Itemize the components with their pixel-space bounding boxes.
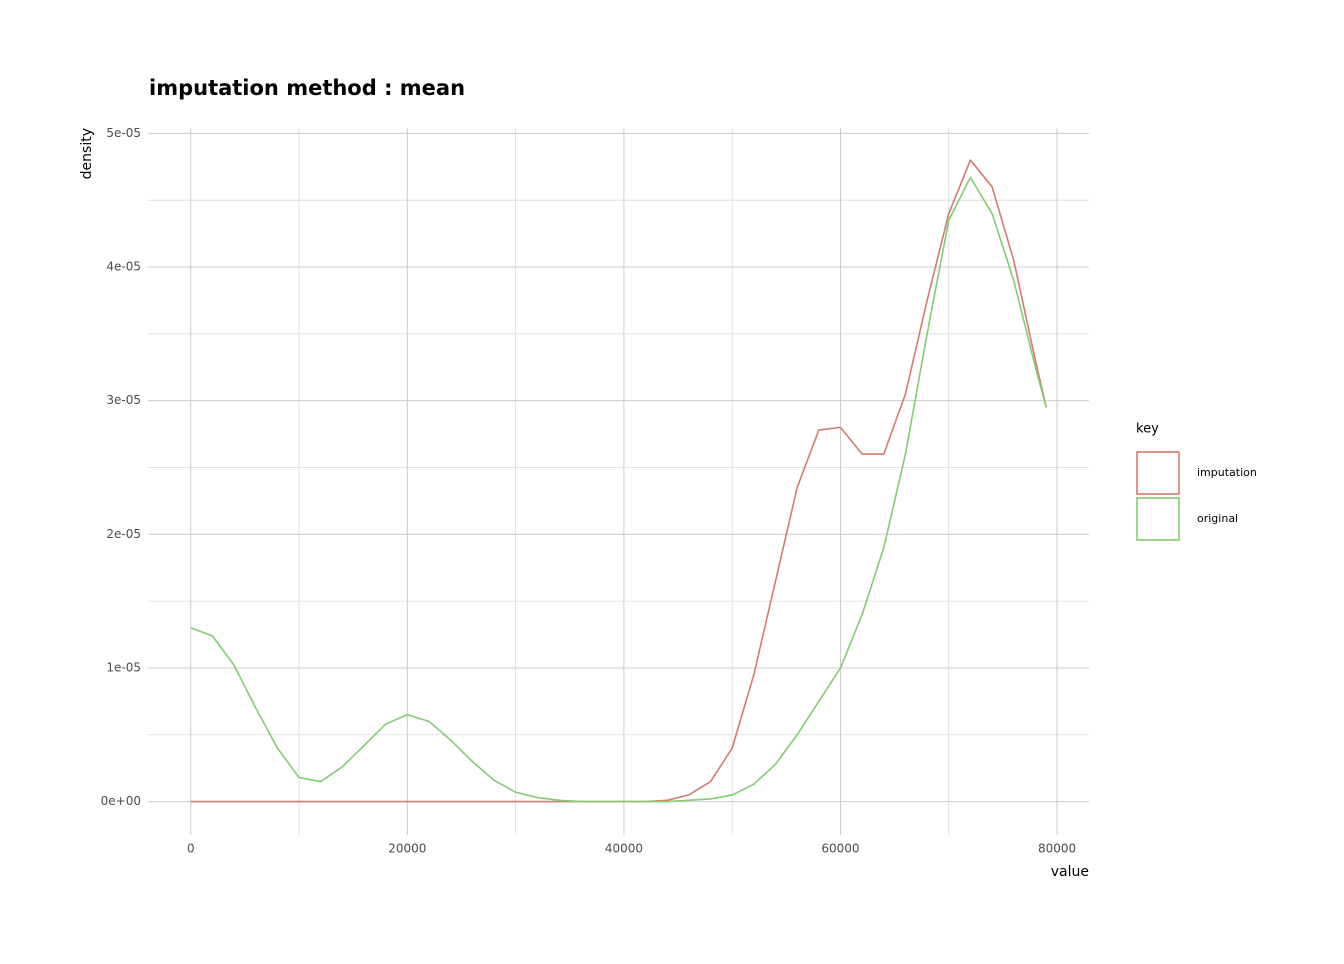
y-axis-label: density: [79, 128, 95, 179]
legend-key: [1136, 497, 1180, 541]
y-tick-label: 5e-05: [106, 126, 141, 140]
x-tick-label: 40000: [605, 842, 643, 856]
y-tick-label: 3e-05: [106, 393, 141, 407]
line: [190, 176, 1048, 803]
x-tick-label: 80000: [1038, 842, 1076, 856]
x-tick-label: 20000: [388, 842, 426, 856]
x-tick-label: 0: [187, 842, 195, 856]
legend-key: [1136, 451, 1180, 495]
y-tick-label: 1e-05: [106, 660, 141, 674]
y-tick-label: 2e-05: [106, 527, 141, 541]
x-axis-label: value: [1051, 864, 1089, 880]
legend-label: original: [1197, 512, 1238, 525]
legend-label: imputation: [1197, 466, 1257, 479]
x-tick-label: 60000: [821, 842, 859, 856]
y-tick-label: 0e+00: [101, 794, 141, 808]
line: [190, 159, 1048, 803]
chart-title: imputation method : mean: [149, 76, 465, 100]
legend-title: key: [1136, 422, 1159, 437]
y-tick-label: 4e-05: [106, 259, 141, 273]
